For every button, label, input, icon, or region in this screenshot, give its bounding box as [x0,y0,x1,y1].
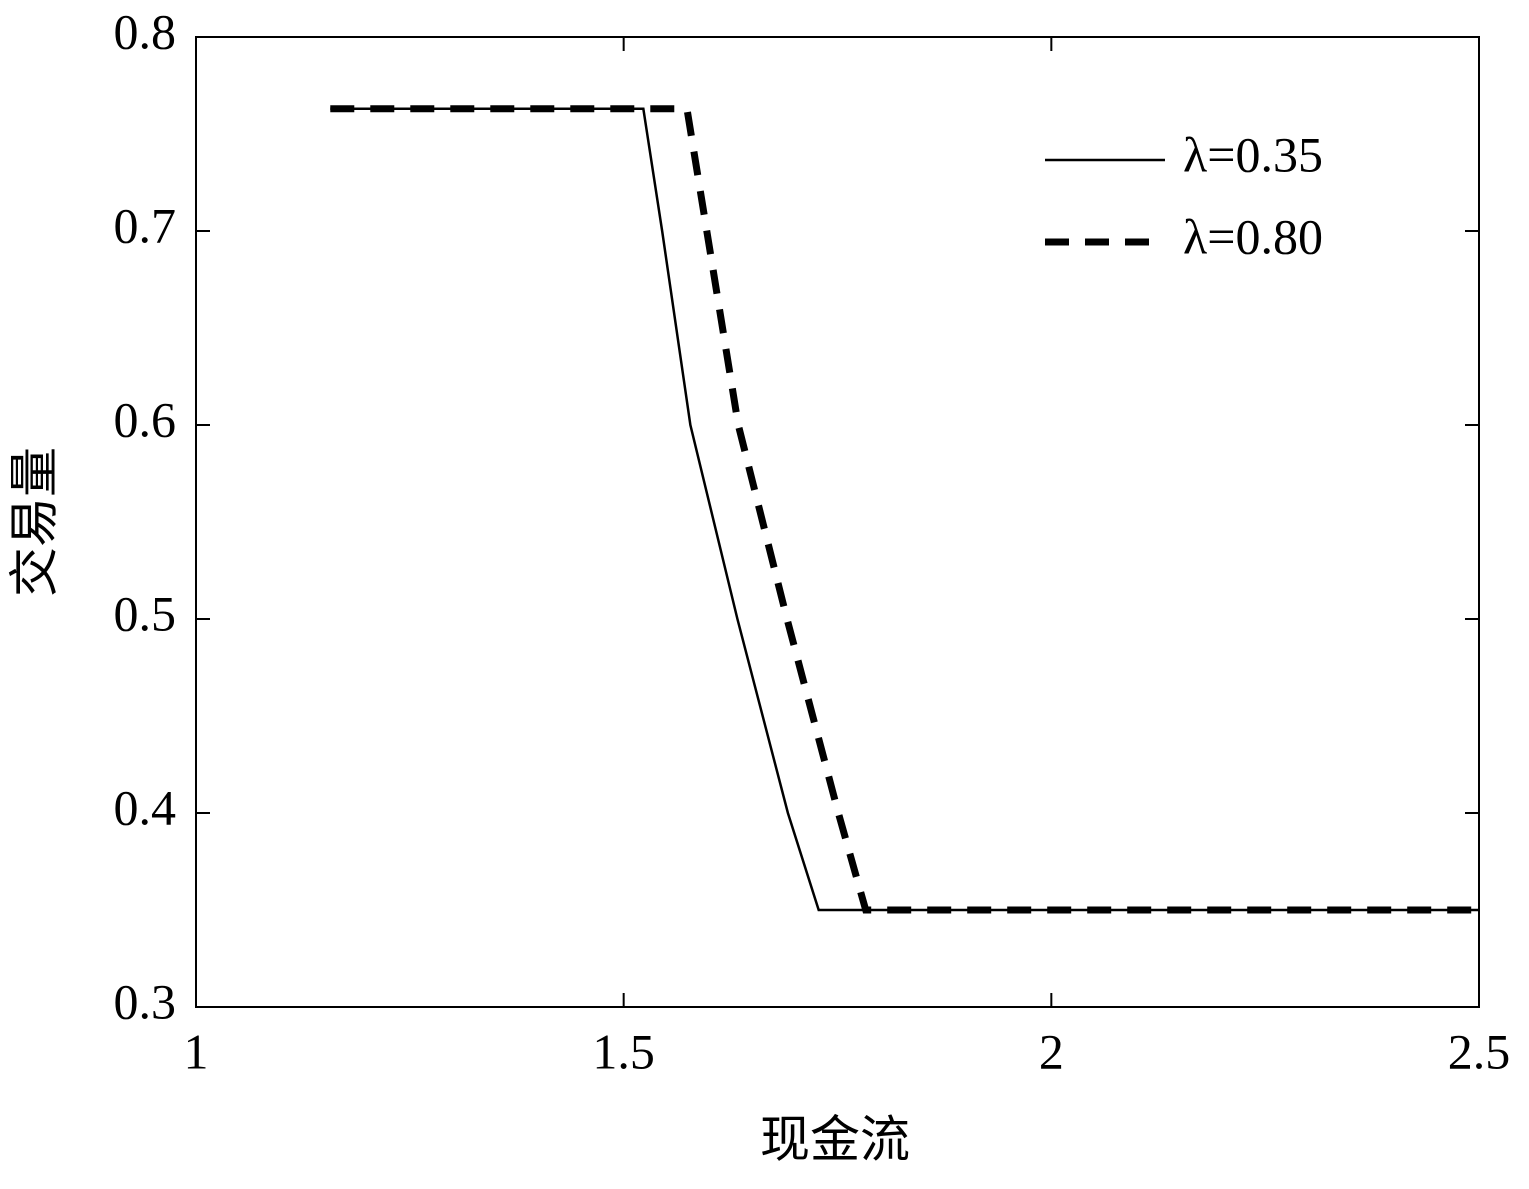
x-tick-label: 1 [184,1023,209,1079]
x-axis-label: 现金流 [760,1111,910,1167]
legend-label: λ=0.80 [1183,208,1323,264]
y-tick-label: 0.5 [114,585,177,641]
series-line [330,107,1479,912]
y-axis-label: 交易量 [6,447,62,597]
y-tick-label: 0.4 [114,779,177,835]
x-tick-label: 2 [1039,1023,1064,1079]
x-tick-label: 1.5 [592,1023,655,1079]
legend-label: λ=0.35 [1183,126,1323,182]
y-tick-label: 0.3 [114,973,177,1029]
y-tick-label: 0.8 [114,3,177,59]
x-tick-label: 2.5 [1448,1023,1511,1079]
series-line [330,105,1479,914]
y-tick-label: 0.7 [114,197,177,253]
plot-frame [195,36,1480,1008]
y-tick-label: 0.6 [114,391,177,447]
